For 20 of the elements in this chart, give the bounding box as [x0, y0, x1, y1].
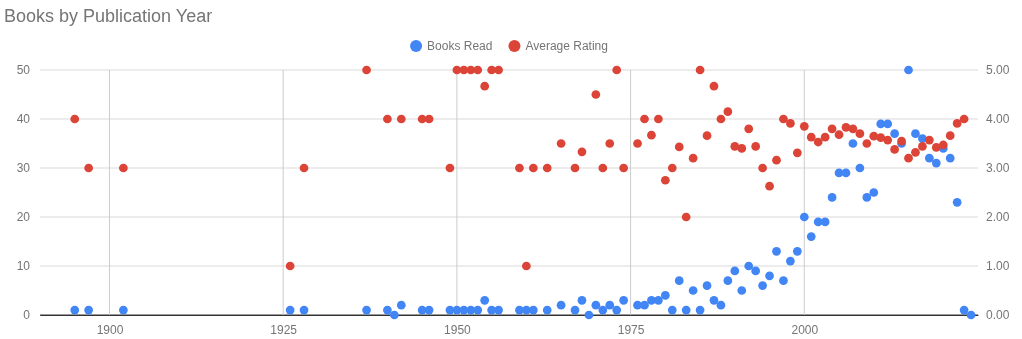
y-tick-label: 50 — [16, 63, 31, 78]
y2-tick-label: 5.00 — [986, 63, 1010, 78]
y2-tick-label: 0.00 — [986, 308, 1010, 323]
y-tick-label: 10 — [16, 259, 31, 274]
y-tick-label: 20 — [16, 210, 31, 225]
y2-tick-label: 1.00 — [986, 259, 1010, 274]
x-tick-label: 2000 — [791, 322, 819, 337]
chart-title: Books by Publication Year — [4, 6, 213, 26]
x-tick-label: 1925 — [270, 322, 298, 337]
y2-tick-label: 4.00 — [986, 112, 1010, 127]
y2-tick-label: 3.00 — [986, 161, 1010, 176]
legend-label: Books Read — [427, 39, 493, 53]
legend-label: Average Rating — [525, 39, 608, 53]
x-tick-label: 1900 — [96, 322, 124, 337]
y-tick-label: 30 — [16, 161, 31, 176]
y-tick-label: 40 — [16, 112, 31, 127]
x-tick-label: 1950 — [444, 322, 472, 337]
y2-tick-label: 2.00 — [986, 210, 1010, 225]
y-tick-label: 0 — [23, 308, 31, 323]
x-tick-label: 1975 — [617, 322, 645, 337]
